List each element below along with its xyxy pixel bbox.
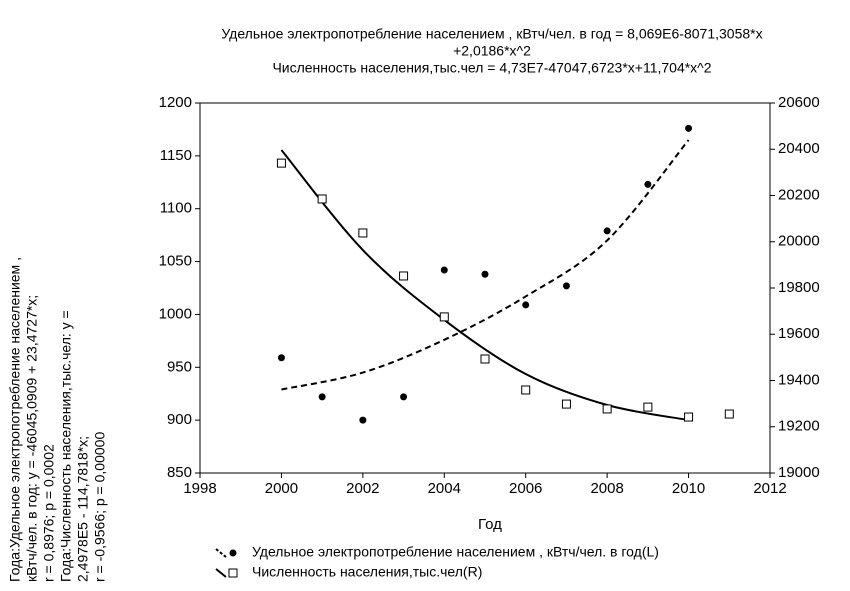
data-point xyxy=(603,227,611,235)
x-tick-label: 2002 xyxy=(346,480,379,497)
data-point xyxy=(400,393,408,401)
data-point xyxy=(684,412,694,422)
data-point xyxy=(399,271,409,281)
legend-line xyxy=(215,568,227,578)
y2-tick-label: 20200 xyxy=(778,186,820,203)
x-tick-label: 2004 xyxy=(428,480,461,497)
data-point xyxy=(521,385,531,395)
data-point xyxy=(481,270,489,278)
data-point xyxy=(522,301,530,309)
y-tick-label: 1000 xyxy=(159,305,192,322)
x-axis-label: Год xyxy=(478,516,502,533)
data-point xyxy=(439,312,449,322)
regression-note: 2,4978E5 - 114,7818*x; xyxy=(75,436,91,582)
regression-note: Года:Удельное электропотребление населен… xyxy=(7,257,23,582)
data-point xyxy=(685,124,693,132)
y2-tick-label: 19800 xyxy=(778,279,820,296)
data-point xyxy=(644,180,652,188)
regression-note: r = -0,9566; p = 0,00000 xyxy=(92,432,108,582)
y2-tick-label: 19000 xyxy=(778,464,820,481)
legend-marker xyxy=(228,568,238,578)
y2-tick-label: 20400 xyxy=(778,140,820,157)
y2-tick-label: 20600 xyxy=(778,94,820,111)
y-tick-label: 850 xyxy=(167,464,192,481)
x-tick-label: 2000 xyxy=(265,480,298,497)
data-point xyxy=(562,282,570,290)
data-point xyxy=(561,399,571,409)
regression-note: Года:Численность населения,тыс.чел: y = xyxy=(58,310,74,582)
data-point xyxy=(602,404,612,414)
data-point xyxy=(276,158,286,168)
y-tick-label: 1150 xyxy=(160,147,192,164)
x-tick-label: 2010 xyxy=(672,480,705,497)
y2-tick-label: 19400 xyxy=(778,371,820,388)
x-tick-label: 2006 xyxy=(509,480,542,497)
y2-tick-label: 19200 xyxy=(778,418,820,435)
legend-label: Удельное электропотребление населением ,… xyxy=(252,544,659,560)
data-point xyxy=(277,354,285,362)
legend-marker xyxy=(229,549,237,557)
y-tick-label: 900 xyxy=(167,411,192,428)
data-point xyxy=(724,409,734,419)
data-point xyxy=(358,228,368,238)
regression-note: кВтч/чел. в год: y = -46045,0909 + 23,47… xyxy=(24,295,40,582)
legend-line xyxy=(215,548,227,558)
chart-title: +2,0186*x^2 xyxy=(453,43,531,59)
x-tick-label: 2012 xyxy=(753,480,786,497)
chart-title: Численность населения,тыс.чел = 4,73E7-4… xyxy=(272,60,711,76)
data-point xyxy=(318,393,326,401)
data-point xyxy=(440,266,448,274)
fit-curve xyxy=(280,149,689,422)
y-tick-label: 1200 xyxy=(159,94,192,111)
y-tick-label: 1100 xyxy=(160,200,192,217)
legend-label: Численность населения,тыс.чел(R) xyxy=(252,564,482,580)
y2-tick-label: 19600 xyxy=(778,325,820,342)
data-point xyxy=(480,354,490,364)
y2-tick-label: 20000 xyxy=(778,233,820,250)
data-point xyxy=(317,194,327,204)
data-point xyxy=(643,402,653,412)
data-point xyxy=(359,416,367,424)
chart-title: Удельное электропотребление населением ,… xyxy=(221,26,762,42)
x-tick-label: 1998 xyxy=(183,480,216,497)
regression-note: r = 0,8976; p = 0,0002 xyxy=(41,444,57,582)
y-tick-label: 950 xyxy=(167,358,192,375)
fit-curve xyxy=(281,139,690,391)
x-tick-label: 2008 xyxy=(590,480,623,497)
y-tick-label: 1050 xyxy=(159,253,192,270)
